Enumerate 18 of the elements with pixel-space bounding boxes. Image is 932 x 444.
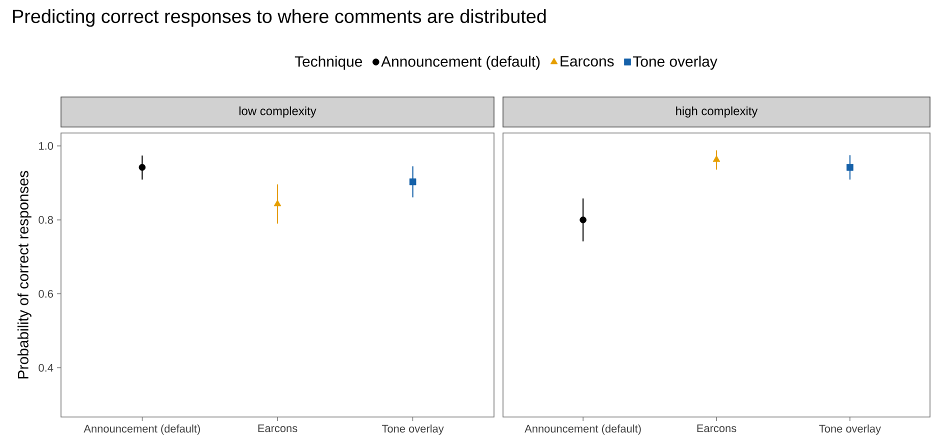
chart-subtitle: high complexity [676,106,758,118]
x-tick-label: Announcement (default) [84,424,200,435]
y-axis-title: Probability of correct responses [17,170,32,378]
y-tick-label: 1.0 [39,142,54,150]
x-tick-label: Announcement (default) [524,424,641,435]
x-tick-label: Earcons [697,424,736,432]
legend-label: Announcement (default) [381,56,540,70]
y-tick-label: 0.6 [38,290,53,298]
x-tick-label: Tone overlay [382,424,444,435]
y-tick-label: 0.8 [38,216,53,224]
chart-subtitle: low complexity [239,106,316,118]
legend-label: Earcons [560,56,614,67]
x-tick-label: Tone overlay [819,424,881,435]
y-tick-label: 0.4 [38,364,54,372]
x-tick-label: Earcons [258,424,298,432]
legend-title: Technique [294,56,362,70]
chart-title: Predicting correct responses to where comments are distributed [13,9,546,27]
legend-label: Tone overlay [633,56,718,70]
